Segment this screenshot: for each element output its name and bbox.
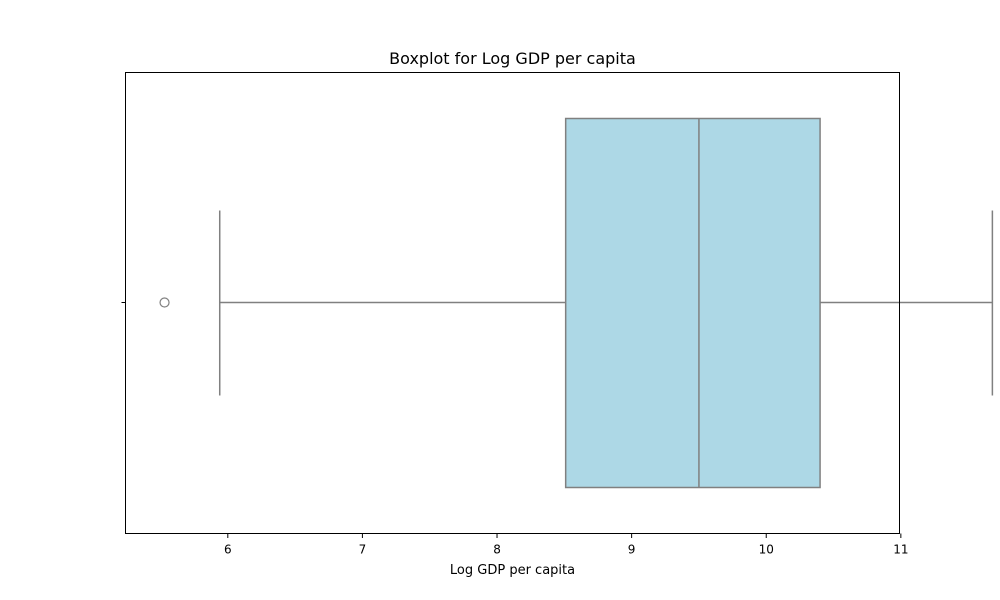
x-axis-ticks: 6 7 8 9 10 11 (121, 302, 908, 557)
x-tick-label: 10 (759, 543, 774, 557)
iqr-box (564, 117, 821, 489)
x-tick-label: 9 (628, 543, 636, 557)
x-tick-label: 11 (893, 543, 908, 557)
outlier-point (159, 297, 170, 308)
x-tick-label: 6 (224, 543, 232, 557)
x-tick-label: 8 (493, 543, 501, 557)
chart-title: Boxplot for Log GDP per capita (389, 49, 636, 68)
plot-frame (125, 72, 900, 534)
plot-area (159, 117, 994, 489)
x-axis-label: Log GDP per capita (450, 563, 575, 578)
x-tick-label: 7 (359, 543, 367, 557)
